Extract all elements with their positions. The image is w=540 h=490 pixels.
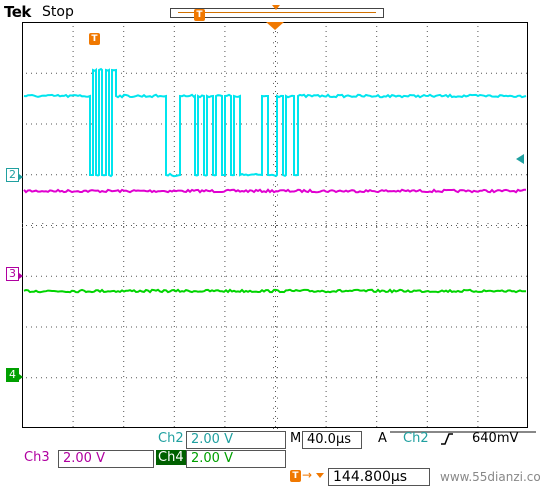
trigger-level-icon [516,154,524,164]
ch3-scale-readout[interactable]: 2.00 V [58,450,154,468]
ch4-pointer-icon [19,374,23,380]
trigger-position-readout[interactable]: 144.800µs [328,468,430,486]
ch2-waveform [23,67,527,178]
trigger-down-icon [316,473,324,478]
trigger-mode: A [378,431,387,446]
rising-edge-icon [441,433,453,445]
trigger-readout-box[interactable] [390,431,536,433]
record-window [178,12,376,13]
trigger-point-marker[interactable]: T [89,33,100,45]
trigger-level: 640mV [472,431,519,446]
ch4-scale-readout[interactable]: 2.00 V [186,450,286,468]
trigger-source: Ch2 [403,431,429,446]
ch4-label: Ch4 [156,450,186,465]
timebase-readout[interactable]: 40.0µs [302,431,362,449]
ch2-scale-readout[interactable]: 2.00 V [186,431,286,449]
ch3-waveform [23,188,526,194]
record-center-marker [272,5,280,10]
ch2-pointer-icon [19,174,23,180]
ch2-ground-marker[interactable]: 2 [6,168,19,182]
ch3-label: Ch3 [24,450,50,465]
ch4-ground-marker[interactable]: 4 [6,368,19,382]
arrow-right-icon: → [302,468,313,482]
ch2-label: Ch2 [158,431,184,446]
timebase-prefix: M [290,431,302,446]
ch3-ground-marker[interactable]: 3 [6,267,19,281]
trigger-position-icon [266,22,284,30]
brand-logo: Tek [4,3,31,21]
run-state: Stop [42,4,74,20]
ch3-pointer-icon [19,273,23,279]
graticule [22,22,527,429]
ch4-waveform [23,288,527,294]
watermark: www.55dianzi.com [440,470,540,484]
record-trigger-marker: T [194,9,205,21]
trigger-position-marker: T [290,470,301,482]
